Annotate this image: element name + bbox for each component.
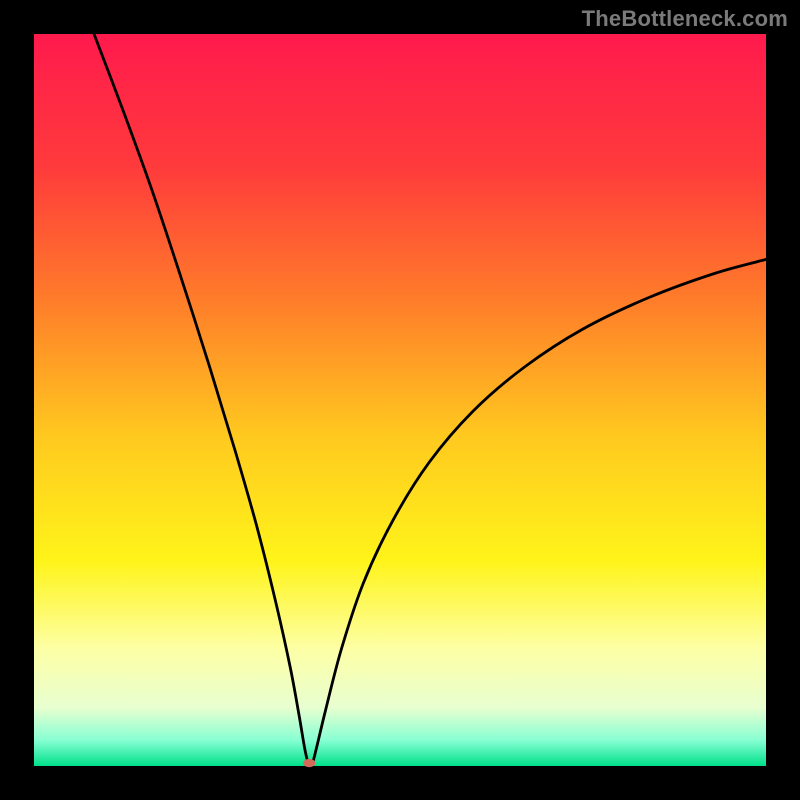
watermark-text: TheBottleneck.com <box>582 6 788 32</box>
valley-marker <box>303 759 315 767</box>
chart-svg <box>0 0 800 800</box>
bottleneck-chart <box>0 0 800 800</box>
chart-plot-area <box>34 34 766 766</box>
chart-container: TheBottleneck.com <box>0 0 800 800</box>
